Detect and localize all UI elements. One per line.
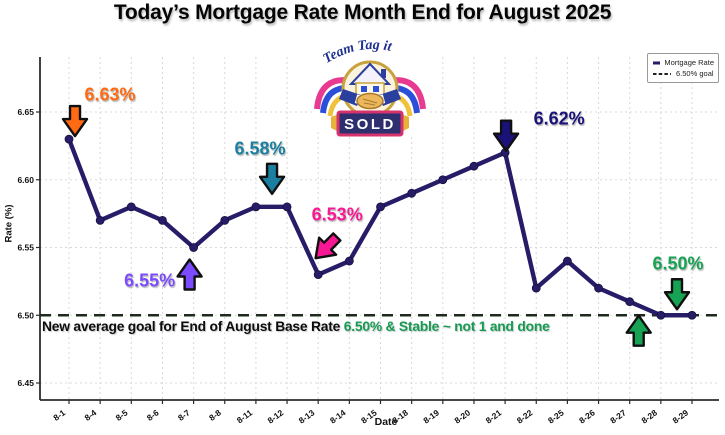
x-tick-label: 8-26	[577, 407, 597, 425]
data-point	[282, 202, 292, 212]
y-tick-label: 6.50	[17, 310, 34, 320]
x-tick-label: 8-6	[145, 407, 161, 422]
annotation-arrow-down-icon	[258, 162, 286, 196]
x-tick-label: 8-4	[82, 407, 98, 422]
x-tick-label: 8-28	[639, 407, 659, 425]
team-tag-it-logo: SOLD Team Tag it	[313, 33, 427, 137]
data-point	[158, 215, 167, 225]
x-tick-label: 8-21	[484, 407, 504, 425]
logo-house-icon	[348, 62, 392, 98]
x-tick-label: 8-13	[297, 407, 317, 425]
goal-note-text: New average goal for End of August Base …	[42, 319, 344, 334]
x-tick-label: 8-11	[235, 407, 254, 425]
x-tick-label: 8-12	[266, 407, 286, 425]
mortgage-rate-line-swatch	[653, 60, 661, 65]
annotation-arrow-down-left-icon	[314, 232, 342, 260]
data-point	[656, 310, 666, 320]
legend-item-mortgage-rate: Mortgage Rate	[652, 57, 714, 68]
logo-sold-banner: SOLD	[331, 110, 409, 137]
legend: Mortgage Rate 6.50% goal	[647, 53, 719, 83]
data-point	[376, 202, 385, 212]
annotation-arrow-down-icon	[492, 119, 520, 152]
data-point	[344, 256, 354, 266]
x-tick-label: 8-22	[515, 407, 535, 425]
x-axis-title: Date	[374, 416, 398, 428]
data-point	[594, 283, 603, 293]
data-point	[469, 161, 479, 171]
goal-line-swatch	[653, 72, 671, 75]
data-point	[95, 215, 105, 225]
x-tick-label: 8-5	[114, 407, 130, 422]
x-tick-label: 8-20	[452, 407, 472, 425]
x-tick-label: 8-29	[671, 407, 691, 425]
data-point	[531, 283, 541, 293]
x-tick-label: 8-25	[546, 407, 566, 425]
data-point	[563, 256, 572, 266]
data-point	[407, 188, 417, 198]
annotation-arrow-up-icon	[176, 258, 203, 291]
data-point	[251, 202, 261, 212]
data-point	[189, 243, 199, 252]
x-tick-label: 8-27	[608, 407, 628, 425]
goal-note: New average goal for End of August Base …	[42, 319, 550, 334]
y-tick-label: 6.60	[17, 175, 34, 185]
legend-mortgage-rate-label: Mortgage Rate	[664, 58, 714, 67]
data-point	[220, 215, 230, 225]
data-point	[64, 134, 74, 144]
legend-item-goal: 6.50% goal	[652, 68, 714, 79]
x-tick-label: 8-7	[176, 407, 192, 422]
data-point	[625, 297, 635, 307]
data-point	[438, 175, 448, 185]
x-tick-label: 8-14	[328, 407, 348, 425]
legend-goal-label: 6.50% goal	[676, 69, 714, 78]
logo-handshake-icon	[339, 89, 401, 110]
chart-title: Today’s Mortgage Rate Month End for Augu…	[113, 1, 612, 24]
data-point	[687, 310, 697, 320]
x-tick-label: 8-8	[207, 407, 223, 422]
logo-sold-text: SOLD	[344, 116, 396, 133]
goal-note-up-arrow-icon	[625, 314, 652, 347]
y-axis-title: Rate (%)	[3, 204, 15, 243]
annotation-arrow-down-icon	[663, 278, 691, 311]
y-tick-label: 6.55	[17, 243, 34, 253]
data-point	[126, 202, 136, 212]
data-point	[313, 270, 323, 280]
y-tick-label: 6.45	[17, 378, 34, 388]
y-tick-label: 6.65	[17, 107, 34, 117]
annotation-arrow-down-icon	[61, 104, 89, 138]
x-tick-label: 8-1	[51, 407, 67, 422]
goal-note-highlight: 6.50% & Stable ~ not 1 and done	[343, 319, 550, 334]
